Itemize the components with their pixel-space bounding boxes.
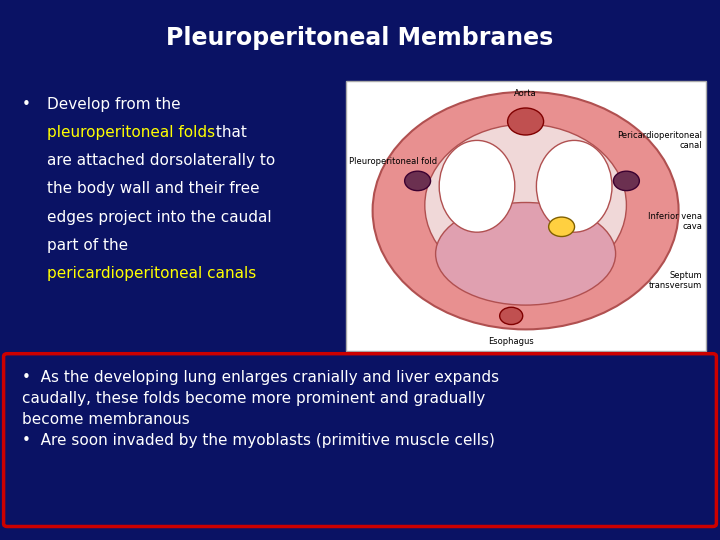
Text: Inferior vena
cava: Inferior vena cava (648, 212, 702, 231)
Text: that: that (211, 125, 247, 140)
Text: Aorta: Aorta (514, 89, 537, 98)
Ellipse shape (373, 92, 679, 329)
Text: pleuroperitoneal folds: pleuroperitoneal folds (47, 125, 215, 140)
Ellipse shape (536, 140, 612, 232)
Text: are attached dorsolaterally to: are attached dorsolaterally to (47, 153, 275, 168)
Text: Septum
transversum: Septum transversum (649, 271, 702, 291)
FancyBboxPatch shape (346, 81, 706, 351)
Circle shape (549, 217, 575, 237)
Text: •: • (22, 97, 30, 112)
Circle shape (613, 171, 639, 191)
Text: edges project into the caudal: edges project into the caudal (47, 210, 271, 225)
Text: pericardioperitoneal canals: pericardioperitoneal canals (47, 266, 256, 281)
Text: Esophagus: Esophagus (488, 336, 534, 346)
Circle shape (405, 171, 431, 191)
Text: Pleuroperitoneal fold: Pleuroperitoneal fold (349, 158, 437, 166)
Ellipse shape (436, 202, 616, 305)
Ellipse shape (439, 140, 515, 232)
Ellipse shape (425, 124, 626, 286)
Text: Pericardioperitoneal
canal: Pericardioperitoneal canal (617, 131, 702, 150)
FancyBboxPatch shape (4, 354, 716, 526)
Text: the body wall and their free: the body wall and their free (47, 181, 259, 197)
Circle shape (508, 108, 544, 135)
Circle shape (500, 307, 523, 325)
Text: part of the: part of the (47, 238, 128, 253)
Text: •  As the developing lung enlarges cranially and liver expands
caudally, these f: • As the developing lung enlarges crania… (22, 370, 499, 448)
Text: Pleuroperitoneal Membranes: Pleuroperitoneal Membranes (166, 26, 554, 50)
Text: Develop from the: Develop from the (47, 97, 181, 112)
